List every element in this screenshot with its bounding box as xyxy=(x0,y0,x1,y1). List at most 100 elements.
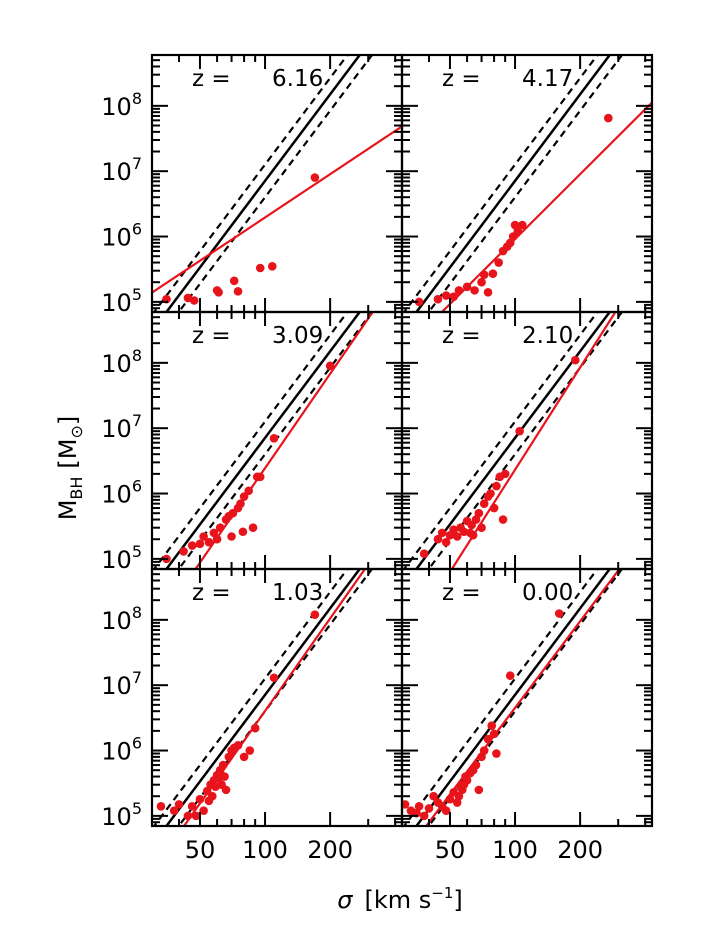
data-point xyxy=(441,291,451,300)
data-point xyxy=(515,426,524,436)
y-axis-unit-open: [M xyxy=(54,438,82,468)
data-point xyxy=(179,547,188,556)
y-tick-exponent: 5 xyxy=(132,285,142,304)
redshift-value: 0.00 xyxy=(522,580,573,606)
x-axis-unit: [km s xyxy=(364,886,431,914)
data-point xyxy=(250,723,260,733)
y-tick-mantissa: 10 xyxy=(101,350,132,378)
redshift-label: z = 3.09 xyxy=(192,323,323,349)
data-point xyxy=(269,673,279,683)
reference-relation-line xyxy=(414,569,612,826)
y-tick-mantissa: 10 xyxy=(101,738,132,766)
data-point xyxy=(517,220,527,230)
reference-relation-line xyxy=(164,312,362,569)
data-point xyxy=(470,286,479,295)
data-point xyxy=(433,294,443,304)
data-point xyxy=(233,287,243,296)
reference-relation-line xyxy=(164,55,362,312)
y-tick-mantissa: 10 xyxy=(101,224,132,252)
y-tick-exponent: 7 xyxy=(132,668,142,687)
reference-upper-scatter-line xyxy=(152,569,349,826)
data-point xyxy=(220,772,229,781)
panel-ticks xyxy=(151,568,402,827)
data-point xyxy=(239,752,249,762)
x-tick-label: 100 xyxy=(242,836,288,864)
data-point xyxy=(454,791,464,801)
data-point xyxy=(227,532,236,541)
data-point xyxy=(477,277,486,287)
fit-line xyxy=(424,569,621,826)
x-tick-label: 100 xyxy=(492,836,538,864)
redshift-prefix: z = xyxy=(192,66,231,92)
data-point xyxy=(169,806,179,816)
data-point xyxy=(229,276,239,286)
panel-6: 50 100 200 z = 0.00 xyxy=(400,567,654,864)
redshift-label: z = 2.10 xyxy=(442,323,573,349)
data-point xyxy=(248,523,258,533)
x-axis-unit-close: ] xyxy=(453,886,462,914)
data-point xyxy=(255,263,265,273)
y-tick-exponent: 6 xyxy=(132,477,142,496)
data-point xyxy=(245,746,255,755)
panel-frame xyxy=(150,53,404,314)
y-tick-label: 107 xyxy=(101,154,142,186)
data-point xyxy=(488,269,498,278)
x-tick-label: 200 xyxy=(307,836,353,864)
reference-relation-line xyxy=(414,55,612,312)
y-axis-unit-subscript: ⊙ xyxy=(67,425,86,438)
fit-line xyxy=(194,312,375,569)
fit-line xyxy=(152,125,402,294)
redshift-prefix: z = xyxy=(192,580,231,606)
reference-upper-scatter-line xyxy=(152,312,349,569)
panel-4: z = 2.10 xyxy=(400,310,654,571)
data-point xyxy=(571,355,580,365)
data-point xyxy=(479,499,489,508)
y-tick-label: 105 xyxy=(101,542,142,574)
y-tick-exponent: 5 xyxy=(132,542,142,561)
data-point xyxy=(310,610,320,619)
redshift-prefix: z = xyxy=(442,323,481,349)
fit-line xyxy=(182,569,367,826)
data-point xyxy=(174,800,184,809)
y-axis-unit-close: ] xyxy=(54,416,82,425)
redshift-value: 6.16 xyxy=(272,66,323,92)
redshift-label: z = 4.17 xyxy=(442,66,573,92)
data-point xyxy=(221,785,231,795)
y-tick-label: 108 xyxy=(101,346,142,378)
y-tick-exponent: 5 xyxy=(132,799,142,818)
redshift-value: 2.10 xyxy=(522,323,573,349)
y-tick-label: 107 xyxy=(101,668,142,700)
reference-upper-scatter-line xyxy=(402,312,599,569)
data-point xyxy=(325,361,335,371)
y-tick-label: 105 xyxy=(101,285,142,317)
data-point xyxy=(424,804,434,813)
data-point xyxy=(487,721,497,730)
data-point xyxy=(199,532,208,541)
data-point xyxy=(189,296,199,305)
y-tick-exponent: 6 xyxy=(132,220,142,239)
x-axis-symbol: σ xyxy=(337,886,353,914)
data-point xyxy=(310,173,320,182)
panel-ticks xyxy=(401,311,652,570)
y-tick-exponent: 8 xyxy=(132,603,142,622)
redshift-label: z = 6.16 xyxy=(192,66,323,92)
y-tick-mantissa: 10 xyxy=(101,289,132,317)
panel-ticks xyxy=(151,311,402,570)
data-point xyxy=(419,811,429,821)
data-point xyxy=(199,806,208,816)
y-tick-mantissa: 10 xyxy=(101,546,132,574)
fit-line xyxy=(440,101,652,312)
data-point xyxy=(414,297,424,307)
data-point xyxy=(238,527,248,537)
y-tick-label: 106 xyxy=(101,734,142,766)
data-point xyxy=(433,534,443,544)
y-axis-symbol: M xyxy=(54,500,82,521)
data-point xyxy=(195,539,205,549)
panel-ticks xyxy=(401,54,652,313)
data-point xyxy=(492,481,501,491)
data-point xyxy=(187,802,197,811)
redshift-value: 3.09 xyxy=(272,323,323,349)
data-point xyxy=(207,791,217,801)
x-tick-label: 50 xyxy=(185,836,216,864)
